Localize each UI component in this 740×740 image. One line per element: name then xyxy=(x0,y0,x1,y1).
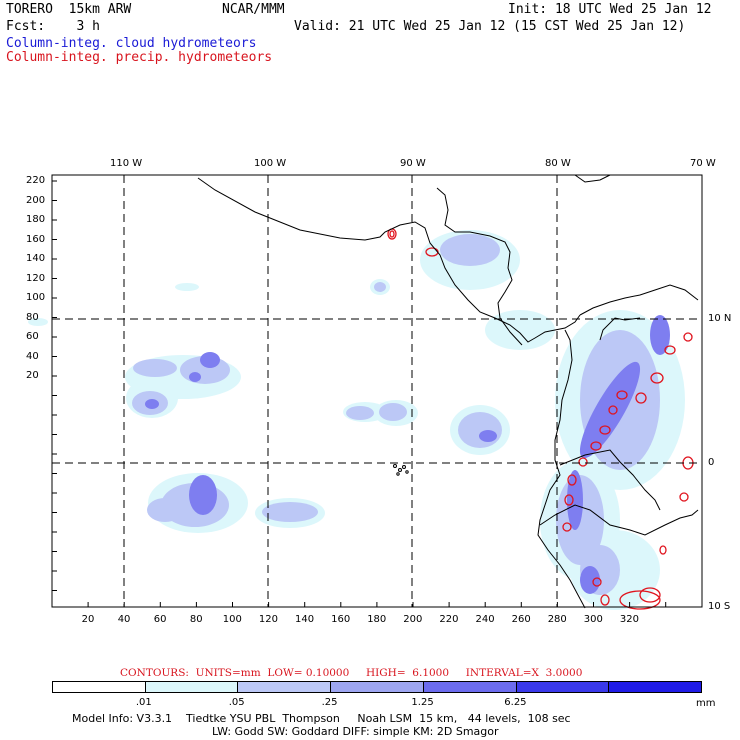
lon-label: 70 W xyxy=(690,158,716,169)
y-tick-label: 120 xyxy=(26,272,46,284)
valid-time: Valid: 21 UTC Wed 25 Jan 12 (15 CST Wed … xyxy=(294,19,686,34)
lat-label: 0 xyxy=(708,457,715,468)
y-tick-label: 220 xyxy=(26,175,46,186)
x-tick-label: 180 xyxy=(367,614,387,625)
colorbar-swatch xyxy=(53,682,145,692)
lat-label: 10 S xyxy=(708,601,731,612)
x-tick-label: 20 xyxy=(81,614,95,625)
model-info: Model Info: V3.3.1 Tiedtke YSU PBL Thomp… xyxy=(72,712,571,725)
colorbar-swatch xyxy=(422,682,516,692)
y-tick-label: 100 xyxy=(26,292,46,303)
colorbar-label: .01 xyxy=(135,697,152,708)
colorbar-swatch xyxy=(144,682,238,692)
x-tick-label: 40 xyxy=(117,614,131,625)
lon-label: 110 W xyxy=(110,158,143,169)
model-title: TORERO 15km ARW xyxy=(6,2,132,17)
lon-label: 100 W xyxy=(254,158,287,169)
axis-ticks xyxy=(51,180,667,607)
lat-lon-grid xyxy=(52,175,702,607)
x-tick-label: 240 xyxy=(475,614,495,625)
coastlines xyxy=(197,174,699,609)
cloud-shading-heavy xyxy=(145,315,670,594)
forecast-hour: Fcst: 3 h xyxy=(6,19,100,34)
field-label-cloud: Column-integ. cloud hydrometeors xyxy=(6,36,257,51)
colorbar-swatch xyxy=(237,682,331,692)
init-time: Init: 18 UTC Wed 25 Jan 12 xyxy=(508,2,712,17)
x-tick-label: 100 xyxy=(222,614,242,625)
y-tick-label: 180 xyxy=(26,214,46,225)
x-tick-label: 120 xyxy=(258,614,278,625)
x-tick-label: 200 xyxy=(403,614,423,625)
x-tick-label: 300 xyxy=(583,614,603,625)
y-tick-label: 80 xyxy=(26,311,39,323)
colorbar-label: 6.25 xyxy=(504,697,527,708)
colorbar-unit: mm xyxy=(696,698,716,709)
field-label-precip: Column-integ. precip. hydrometeors xyxy=(6,50,273,65)
x-tick-label: 280 xyxy=(547,614,567,625)
x-tick-label: 160 xyxy=(331,614,351,625)
x-tick-label: 60 xyxy=(153,614,167,625)
colorbar-label: .25 xyxy=(321,697,338,708)
model-physics: LW: Godd SW: Goddard DIFF: simple KM: 2D… xyxy=(212,725,499,738)
x-tick-label: 220 xyxy=(439,614,459,625)
colorbar-swatch xyxy=(608,682,702,692)
x-tick-label: 140 xyxy=(295,614,315,625)
org-label: NCAR/MMM xyxy=(222,2,285,17)
colorbar xyxy=(52,681,702,693)
colorbar-label: 1.25 xyxy=(411,697,434,708)
contour-info: CONTOURS: UNITS=mm LOW= 0.10000 HIGH= 6.… xyxy=(120,667,583,679)
x-tick-label: 320 xyxy=(619,614,639,625)
colorbar-label: .05 xyxy=(228,697,245,708)
x-tick-label: 80 xyxy=(189,614,203,625)
lon-label: 90 W xyxy=(400,158,426,169)
lat-label: 10 N xyxy=(708,313,732,324)
colorbar-swatch xyxy=(330,682,423,692)
lon-label: 80 W xyxy=(545,158,571,169)
x-tick-label: 260 xyxy=(511,614,531,625)
colorbar-swatch xyxy=(515,682,609,692)
y-tick-label: 60 xyxy=(26,331,39,342)
y-tick-label: 140 xyxy=(26,253,46,264)
y-tick-label: 40 xyxy=(26,350,39,362)
y-tick-label: 160 xyxy=(26,233,46,245)
y-tick-label: 20 xyxy=(26,370,39,381)
y-tick-label: 200 xyxy=(26,194,46,206)
